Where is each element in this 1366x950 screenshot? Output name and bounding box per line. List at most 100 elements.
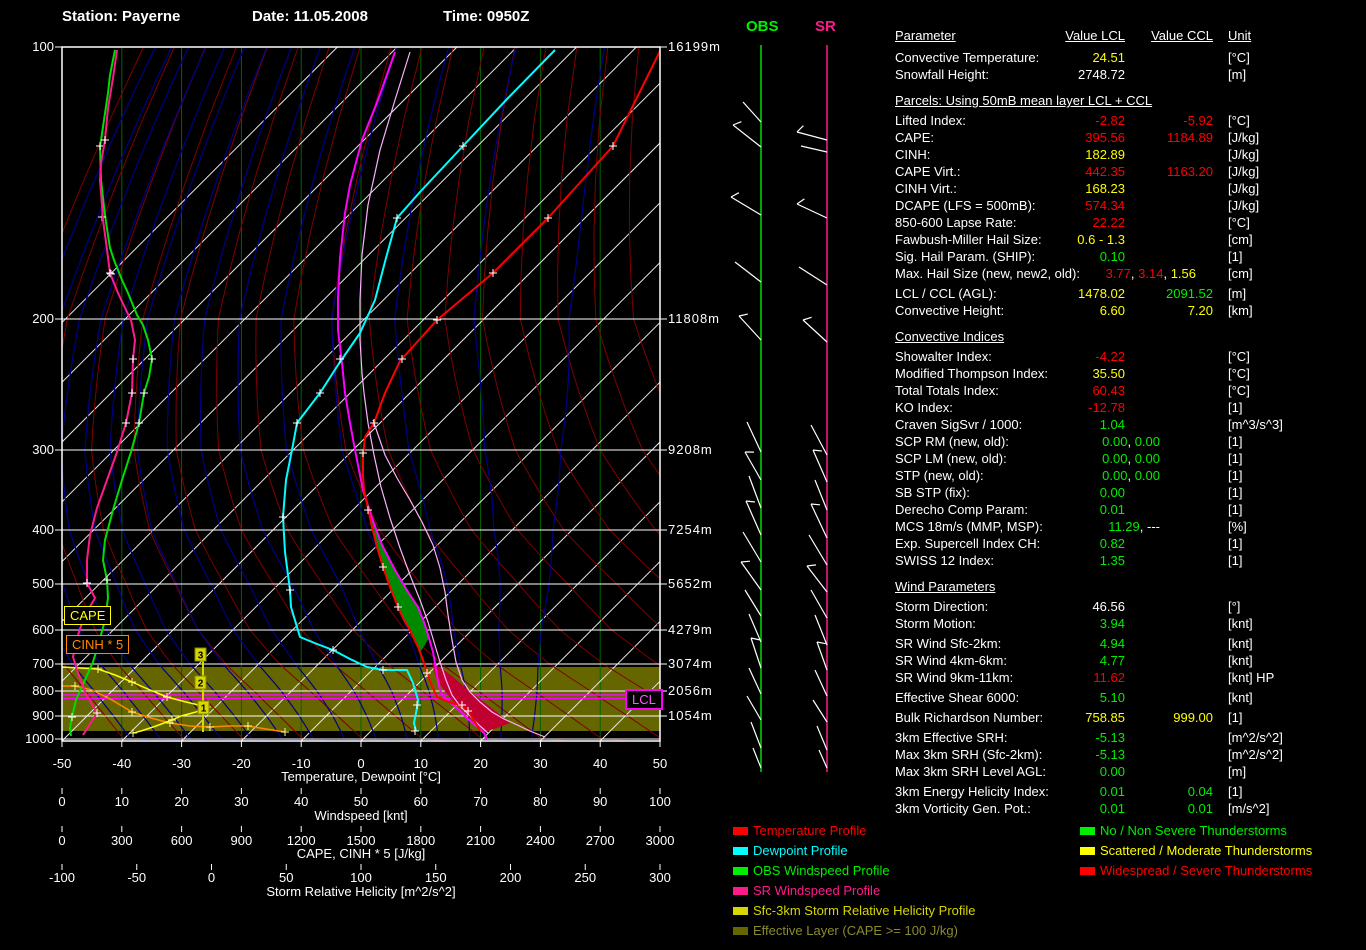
table-row-unit: [knt]: [1228, 616, 1253, 631]
altitude-label: 5652m: [668, 576, 713, 591]
table-row-unit: [1]: [1228, 400, 1242, 415]
pressure-label: 400: [10, 522, 54, 537]
table-row-label: CAPE:: [895, 130, 934, 145]
srh-tick-label: 300: [628, 870, 692, 885]
sr-wind-line: [73, 50, 135, 735]
sr-wind-barb: [817, 642, 827, 670]
wind-tick-label: 20: [150, 794, 214, 809]
cape-tick-label: 2700: [568, 833, 632, 848]
table-row-unit: [knt]: [1228, 636, 1253, 651]
obs-wind-barb: [749, 668, 761, 694]
table-row-label: CINH:: [895, 147, 930, 162]
wind-tick-label: 40: [269, 794, 333, 809]
table-row-label: CINH Virt.:: [895, 181, 957, 196]
table-row-unit: [1]: [1228, 553, 1242, 568]
sr-wind-barb-feather: [813, 450, 822, 451]
legend-swatch: [733, 847, 748, 855]
wind-tick-label: 0: [30, 794, 94, 809]
moist-adiabat-line: [110, 47, 271, 741]
legend-item-label: Temperature Profile: [753, 823, 866, 838]
legend-item-label: Sfc-3km Storm Relative Helicity Profile: [753, 903, 976, 918]
obs-wind-column-header: OBS: [746, 18, 779, 35]
table-value-part: 0.00: [1102, 451, 1127, 466]
table-row-value-lcl: 3.94: [985, 616, 1125, 631]
table-row-unit: [knt]: [1228, 690, 1253, 705]
legend-item-label: Effective Layer (CAPE >= 100 J/kg): [753, 923, 958, 938]
station-label: Station: Payerne: [62, 8, 180, 25]
table-row-unit: [J/kg]: [1228, 130, 1259, 145]
table-value-part: 0.00: [1102, 468, 1127, 483]
srh-axis-title: Storm Relative Helicity [m^2/s^2]: [161, 884, 561, 899]
table-row-value-ccl: 1184.89: [1073, 130, 1213, 145]
table-row-unit: [knt] HP: [1228, 670, 1274, 685]
srh-km-marker-label: 1: [201, 704, 207, 715]
dry-adiabat-line: [520, 47, 935, 741]
obs-wind-barb: [743, 102, 761, 122]
sr-wind-barb: [803, 320, 827, 342]
obs-wind-barb: [733, 125, 761, 147]
table-value-part: 0.00: [1135, 451, 1160, 466]
pressure-label: 500: [10, 576, 54, 591]
sr-wind-barb: [819, 750, 827, 768]
sr-wind-barb-feather: [807, 565, 816, 566]
sr-wind-barb: [797, 132, 827, 140]
sr-wind-barb: [813, 700, 827, 722]
table-row-unit: [°C]: [1228, 50, 1250, 65]
table-row-label: Snowfall Height:: [895, 67, 989, 82]
table-value-part: ---: [1147, 519, 1160, 534]
srh-tick-label: -100: [30, 870, 94, 885]
table-row-unit: [cm]: [1228, 232, 1253, 247]
sr-wind-barb-feather: [811, 504, 820, 505]
table-row-value-ccl: 0.04: [1073, 784, 1213, 799]
table-value-part: ,: [1127, 468, 1134, 483]
table-row-value-lcl: 1.35: [985, 553, 1125, 568]
table-row-unit: [°C]: [1228, 113, 1250, 128]
sr-wind-barb: [817, 726, 827, 750]
wind-tick-label: 30: [209, 794, 273, 809]
table-row-value-ccl: -5.92: [1073, 113, 1213, 128]
table-section-title: Wind Parameters: [895, 579, 995, 594]
altitude-label: 1054m: [668, 708, 713, 723]
legend-item-label: Scattered / Moderate Thunderstorms: [1100, 843, 1312, 858]
table-value-part: ,: [1140, 519, 1147, 534]
table-row-value-lcl: 0.01: [985, 502, 1125, 517]
moist-adiabat-line: [395, 47, 481, 741]
table-value-part: ,: [1127, 451, 1134, 466]
table-row-unit: [1]: [1228, 485, 1242, 500]
table-header-parameter: Parameter: [895, 28, 956, 43]
sr-wind-barb-feather: [797, 126, 803, 132]
obs-wind-barb: [749, 476, 761, 508]
table-row-value-lcl: -12.78: [985, 400, 1125, 415]
table-row-value: 0.00, 0.00: [940, 468, 1160, 483]
srh-tick-label: 100: [329, 870, 393, 885]
table-row-value-lcl: -5.13: [985, 730, 1125, 745]
legend-swatch: [733, 927, 748, 935]
pressure-label: 200: [10, 311, 54, 326]
isotherm-line: [540, 47, 1234, 741]
legend-swatch: [733, 907, 748, 915]
table-row-value-lcl: 0.00: [985, 764, 1125, 779]
table-value-part: ,: [1163, 266, 1170, 281]
table-row-value: 0.00, 0.00: [940, 451, 1160, 466]
table-row-unit: [°C]: [1228, 383, 1250, 398]
table-row-value-lcl: 4.77: [985, 653, 1125, 668]
sr-wind-column-header: SR: [815, 18, 836, 35]
cape-tick-label: 0: [30, 833, 94, 848]
table-row-value-lcl: 574.34: [985, 198, 1125, 213]
table-section-title: Convective Indices: [895, 329, 1004, 344]
srh-tick-label: -50: [105, 870, 169, 885]
table-row-unit: [1]: [1228, 710, 1242, 725]
obs-wind-barb: [747, 422, 761, 452]
obs-wind-barb: [751, 722, 761, 748]
table-row-unit: [m]: [1228, 286, 1246, 301]
table-row-label: KO Index:: [895, 400, 953, 415]
table-row-value-lcl: 5.10: [985, 690, 1125, 705]
obs-wind-barb: [741, 562, 761, 590]
table-row-unit: [1]: [1228, 468, 1242, 483]
altitude-label: 4279m: [668, 622, 713, 637]
sr-wind-barb: [815, 670, 827, 696]
table-row-value-lcl: 168.23: [985, 181, 1125, 196]
srh-tick-label: 250: [553, 870, 617, 885]
pressure-label: 900: [10, 708, 54, 723]
table-row-unit: [°C]: [1228, 349, 1250, 364]
